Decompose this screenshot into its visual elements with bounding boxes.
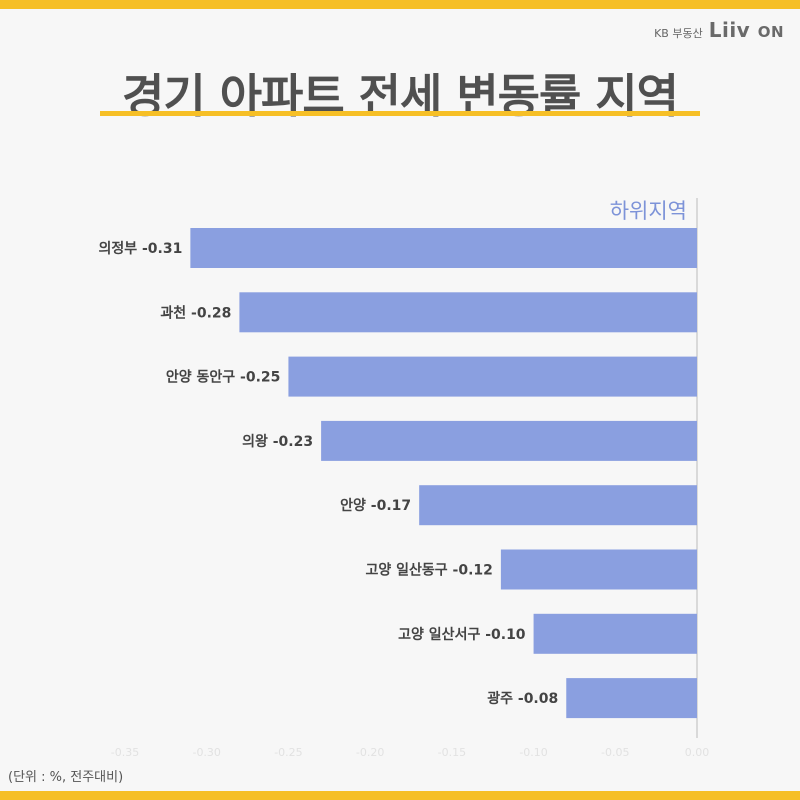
- x-tick-label: -0.15: [438, 746, 466, 759]
- category-label: 의정부 -0.31: [98, 240, 182, 257]
- brand-logo-main: Liiv: [708, 18, 751, 42]
- bar: [533, 613, 697, 654]
- top-accent-bar: [0, 0, 800, 9]
- x-tick-label: -0.20: [356, 746, 384, 759]
- category-label: 광주 -0.08: [487, 690, 558, 707]
- category-label: 과천 -0.28: [160, 305, 231, 321]
- brand-logo-on: ON: [757, 23, 784, 41]
- x-tick-label: -0.05: [601, 746, 629, 759]
- title-underline: [100, 111, 700, 116]
- x-tick-label: -0.25: [274, 746, 302, 759]
- category-label: 안양 동안구 -0.25: [166, 369, 281, 386]
- x-tick-label: -0.35: [111, 746, 139, 759]
- brand-logo: Liiv ON: [709, 18, 784, 42]
- x-tick-label: -0.10: [519, 746, 547, 759]
- category-label: 의왕 -0.23: [242, 433, 313, 450]
- bar: [239, 292, 697, 333]
- brand: KB 부동산 Liiv ON: [654, 18, 784, 42]
- bottom-accent-bar: [0, 791, 800, 800]
- category-label: 고양 일산서구 -0.10: [398, 626, 526, 643]
- brand-sub-label: KB 부동산: [654, 27, 703, 40]
- bar: [190, 228, 697, 268]
- category-label: 안양 -0.17: [340, 497, 411, 514]
- series-header-label: 하위지역: [610, 199, 687, 223]
- x-tick-label: 0.00: [685, 746, 710, 759]
- bar: [419, 485, 697, 526]
- category-label: 고양 일산동구 -0.12: [365, 562, 492, 579]
- bar: [321, 420, 697, 461]
- unit-note: (단위 : %, 전주대비): [8, 770, 124, 785]
- bar: [288, 356, 697, 397]
- bar: [500, 549, 697, 590]
- bar: [566, 678, 697, 719]
- x-tick-label: -0.30: [192, 746, 220, 759]
